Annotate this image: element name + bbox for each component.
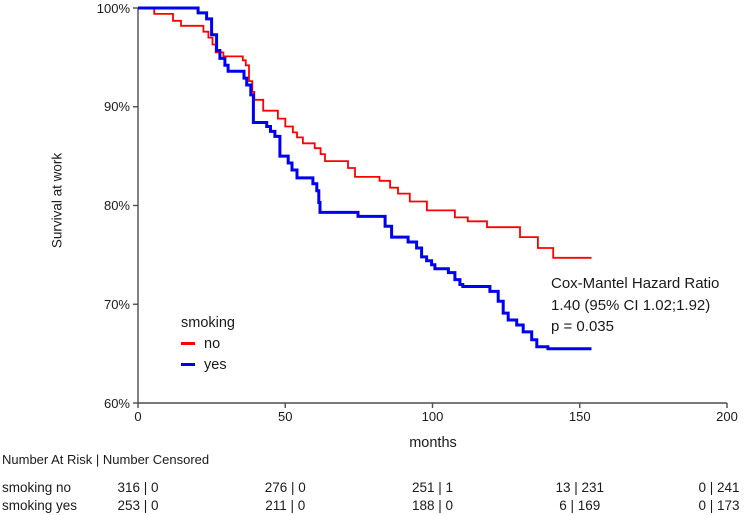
legend-label-yes: yes <box>204 356 227 373</box>
risk-cell: 276 | 0 <box>264 480 306 495</box>
km-chart-canvas <box>133 6 728 408</box>
series-yes-line <box>138 6 592 351</box>
y-tick-label: 80% <box>103 198 130 213</box>
legend-item-no: no <box>181 335 235 352</box>
x-tick-label: 50 <box>278 409 293 424</box>
risk-cell: 211 | 0 <box>265 498 306 513</box>
red-line-swatch-icon <box>181 342 195 345</box>
annotation-line-3: p = 0.035 <box>551 318 614 335</box>
risk-cell: 0 | 173 <box>698 498 740 513</box>
blue-line-swatch-icon <box>181 362 195 367</box>
x-tick-label: 100 <box>421 409 444 424</box>
y-tick-label: 60% <box>103 395 130 411</box>
x-tick-label: 150 <box>568 409 591 424</box>
legend-label-no: no <box>204 335 221 352</box>
risk-cell: 251 | 1 <box>411 480 454 495</box>
annotation-line-2: 1.40 (95% CI 1.02;1.92) <box>551 296 711 314</box>
risk-cell: 188 | 0 <box>411 498 454 513</box>
series-no-line <box>138 7 592 259</box>
risk-table-header: Number At Risk | Number Censored <box>2 452 210 467</box>
legend-title: smoking <box>181 315 235 331</box>
risk-row-label-yes: smoking yes <box>2 498 78 513</box>
legend-item-yes: yes <box>181 356 235 373</box>
annotation-line-1: Cox-Mantel Hazard Ratio <box>551 275 720 292</box>
legend: smoking no yes <box>181 315 235 373</box>
hazard-ratio-annotation: Cox-Mantel Hazard Ratio 1.40 (95% CI 1.0… <box>551 273 719 338</box>
risk-cell: 6 | 169 <box>559 498 601 513</box>
risk-cell: 316 | 0 <box>117 480 159 495</box>
risk-cell: 0 | 241 <box>698 480 740 495</box>
x-axis-title: months <box>409 435 457 451</box>
y-tick-label: 100% <box>96 0 130 16</box>
x-tick-label: 200 <box>716 409 738 424</box>
y-axis-title: Survival at work <box>49 152 65 249</box>
x-tick-label: 0 <box>134 409 142 424</box>
risk-cell: 253 | 0 <box>117 498 159 513</box>
risk-cell: 13 | 231 <box>555 480 605 495</box>
risk-row-label-no: smoking no <box>2 480 72 495</box>
y-tick-label: 70% <box>103 296 130 312</box>
y-tick-label: 90% <box>103 99 130 115</box>
